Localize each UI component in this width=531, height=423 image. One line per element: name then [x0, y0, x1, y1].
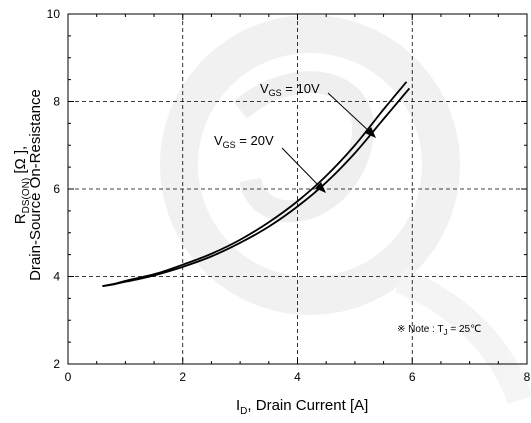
- y-tick-label-8: 8: [53, 95, 60, 109]
- arrowhead-vgs-10v: [365, 127, 376, 138]
- label-vgs-20v: VGS = 20V: [214, 133, 274, 150]
- annotation-arrows: [281, 92, 376, 193]
- y-axis-label: RDS(ON) [Ω ], Drain-Source On-Resistance: [12, 89, 44, 281]
- x-axis-label: ID, Drain Current [A]: [236, 397, 368, 417]
- series-line-1: [102, 87, 411, 288]
- note-text: ※ Note : TJ = 25℃: [397, 324, 481, 337]
- arrow-vgs-20v: [281, 147, 322, 189]
- y-axis-label-line1: RDS(ON) [Ω ],: [12, 146, 32, 224]
- grid-lines: [68, 14, 527, 364]
- axis-ticks: [67, 13, 528, 365]
- y-tick-label-2: 2: [53, 357, 60, 371]
- y-tick-label-10: 10: [47, 7, 61, 21]
- x-tick-label-8: 8: [524, 370, 531, 384]
- label-vgs-10v: VGS = 10V: [260, 81, 320, 98]
- y-tick-label-4: 4: [53, 270, 60, 284]
- x-tick-label-0: 0: [65, 370, 72, 384]
- arrowhead-vgs-20v: [315, 182, 326, 193]
- series-lines: [102, 81, 411, 288]
- y-tick-label-6: 6: [53, 182, 60, 196]
- x-tick-label-6: 6: [409, 370, 416, 384]
- x-tick-label-4: 4: [294, 370, 301, 384]
- y-axis-label-line2: Drain-Source On-Resistance: [27, 89, 44, 281]
- watermark-logo: [160, 15, 531, 405]
- x-tick-label-2: 2: [179, 370, 186, 384]
- arrow-vgs-10v: [327, 92, 372, 134]
